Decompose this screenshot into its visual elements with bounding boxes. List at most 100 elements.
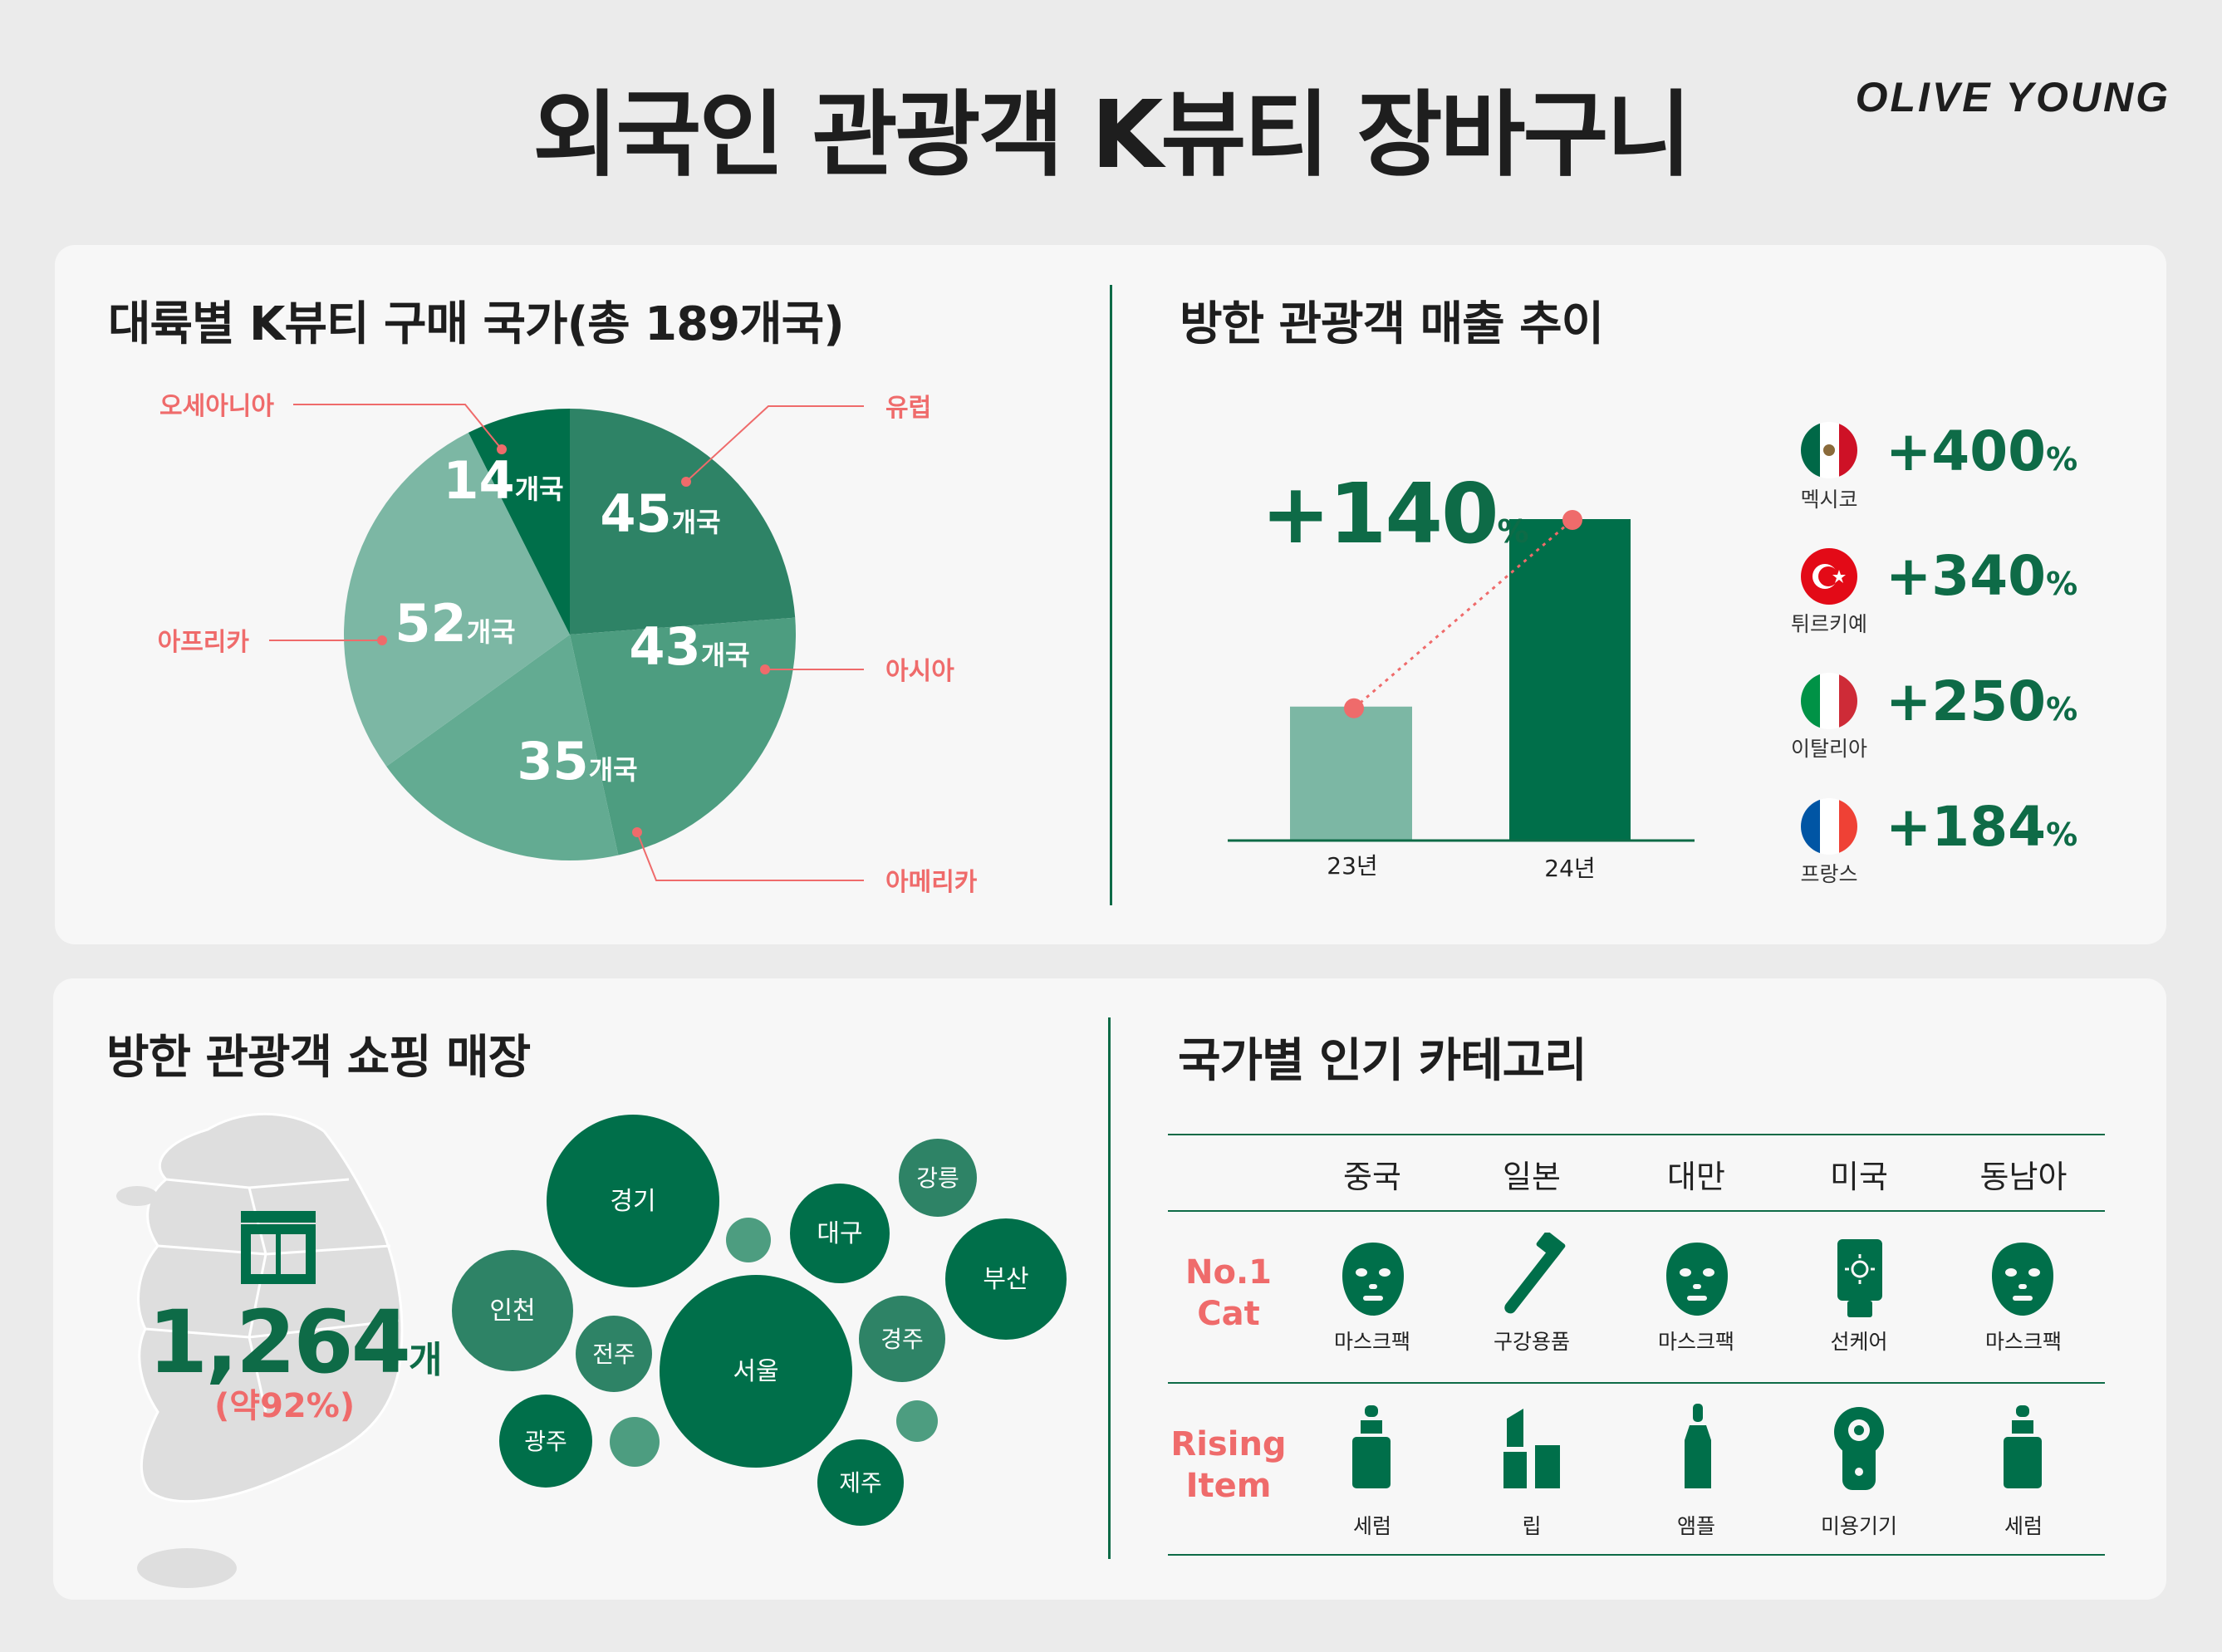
growth-turkey: +340% — [1886, 544, 2078, 608]
italy-flag — [1801, 673, 1857, 729]
bubble-small-3 — [896, 1400, 938, 1442]
country-label-france: 프랑스 — [1800, 862, 1858, 886]
trend-line — [1353, 518, 1573, 709]
pie-value-label-2: 35개국 — [517, 731, 637, 792]
country-col-usa: 미국 — [1830, 1159, 1888, 1195]
pie-value-label-4: 14개국 — [443, 450, 563, 511]
bubble-gyeonggi: 경기 — [547, 1115, 719, 1287]
country-col-sea: 동남아 — [1979, 1159, 2067, 1195]
bubble-incheon: 인천 — [452, 1250, 573, 1371]
mexico-flag — [1801, 422, 1857, 478]
country-col-taiwan: 대만 — [1667, 1159, 1725, 1195]
pie-leader-dot-3 — [377, 635, 387, 645]
sunscreen-icon — [1837, 1239, 1882, 1317]
stores-title: 방한 관광객 쇼핑 매장 — [106, 1031, 531, 1085]
bubble-label-gangneung: 강릉 — [916, 1164, 959, 1192]
bar-23 — [1290, 706, 1412, 841]
pie-leader-2 — [636, 831, 864, 881]
total-growth: +140% — [1261, 465, 1529, 562]
row-label-rising: Rising Item — [1170, 1425, 1287, 1505]
pie-slice-3 — [344, 432, 570, 767]
pie-leader-4 — [293, 404, 503, 450]
pie-leader-dot-0 — [681, 477, 691, 487]
bubble-label-gyeongju: 경주 — [880, 1326, 924, 1353]
pie-value-label-3: 52개국 — [395, 593, 515, 654]
rising-item-china: 세럼 — [1352, 1514, 1391, 1538]
top-divider — [1110, 285, 1112, 905]
mask-pack-icon — [1342, 1243, 1404, 1316]
pie-leader-dot-1 — [760, 664, 770, 674]
pie-slice-0 — [570, 409, 796, 635]
mask-pack-icon — [1666, 1243, 1728, 1316]
page-title: 외국인 관광객 K뷰티 장바구니 — [532, 81, 1691, 189]
no1-item-china: 마스크팩 — [1333, 1330, 1410, 1354]
serum-icon — [2004, 1405, 2042, 1488]
pie-value-label-1: 43개국 — [629, 616, 749, 677]
pie-slice-2 — [386, 635, 619, 860]
rising-item-usa: 미용기기 — [1820, 1514, 1897, 1538]
sales-title: 방한 관광객 매출 추이 — [1180, 297, 1604, 351]
pie-category-label-4: 오세아니아 — [159, 392, 274, 421]
bubble-label-jeju: 제주 — [839, 1469, 882, 1497]
bubble-small-2 — [610, 1417, 660, 1467]
country-col-china: 중국 — [1343, 1159, 1401, 1195]
pie-leader-0 — [685, 405, 864, 483]
bubble-label-seoul: 서울 — [733, 1357, 778, 1386]
store-share: (약92%) — [214, 1387, 356, 1425]
country-label-mexico: 멕시코 — [1800, 488, 1858, 512]
store-count: 1,264개 — [148, 1292, 442, 1393]
bubble-jeju: 제주 — [817, 1439, 904, 1526]
bar-label-24: 24년 — [1544, 855, 1595, 882]
no1-item-japan: 구강용품 — [1493, 1330, 1570, 1354]
trend-dot-24 — [1562, 510, 1582, 530]
bubble-label-busan: 부산 — [983, 1265, 1028, 1294]
brand-logo: OLIVE YOUNG — [1855, 74, 2170, 120]
country-label-italy: 이탈리아 — [1790, 737, 1867, 761]
bubble-seoul: 서울 — [660, 1275, 852, 1468]
bar-label-23: 23년 — [1327, 852, 1377, 880]
pie-value-label-0: 45개국 — [600, 483, 720, 544]
pie-category-label-0: 유럽 — [885, 394, 931, 423]
lipstick-icon — [1503, 1409, 1560, 1488]
toothbrush-icon — [1504, 1233, 1566, 1314]
bubble-label-daegu: 대구 — [817, 1219, 862, 1248]
bubble-small-1 — [726, 1218, 771, 1262]
row-label-no1: No.1 Cat — [1185, 1253, 1272, 1333]
bubble-daegu: 대구 — [790, 1184, 890, 1283]
beauty-device-icon — [1834, 1407, 1884, 1490]
categories-title: 국가별 인기 카테고리 — [1178, 1034, 1587, 1088]
serum-icon — [1352, 1405, 1391, 1488]
bubble-busan: 부산 — [945, 1218, 1067, 1340]
country-col-japan: 일본 — [1503, 1159, 1561, 1195]
pie-leader-dot-4 — [497, 444, 507, 454]
bubble-label-gyeonggi: 경기 — [610, 1187, 655, 1216]
pie-category-label-3: 아프리카 — [158, 628, 250, 657]
continents-title: 대륙별 K뷰티 구매 국가(총 189개국) — [108, 297, 845, 351]
bubble-gwangju: 광주 — [499, 1395, 592, 1488]
bubble-gangneung: 강릉 — [899, 1139, 977, 1217]
growth-italy: +250% — [1886, 669, 2078, 733]
turkey-flag — [1801, 548, 1857, 605]
pie-category-label-1: 아시아 — [885, 657, 954, 686]
trend-dot-23 — [1344, 698, 1364, 718]
pie-category-label-2: 아메리카 — [885, 868, 978, 897]
no1-item-sea: 마스크팩 — [1984, 1330, 2062, 1354]
bubble-jeonju: 전주 — [576, 1316, 652, 1392]
rising-item-taiwan: 앰플 — [1676, 1514, 1715, 1538]
bubble-label-incheon: 인천 — [489, 1297, 535, 1326]
no1-item-taiwan: 마스크팩 — [1657, 1330, 1734, 1354]
mask-pack-icon — [1992, 1243, 2053, 1316]
bubble-label-gwangju: 광주 — [524, 1428, 567, 1455]
bubble-label-jeonju: 전주 — [592, 1341, 635, 1368]
country-label-turkey: 튀르키예 — [1790, 612, 1867, 636]
growth-france: +184% — [1886, 795, 2078, 859]
growth-mexico: +400% — [1886, 419, 2078, 483]
bubble-gyeongju: 경주 — [859, 1296, 945, 1382]
france-flag — [1801, 798, 1857, 855]
